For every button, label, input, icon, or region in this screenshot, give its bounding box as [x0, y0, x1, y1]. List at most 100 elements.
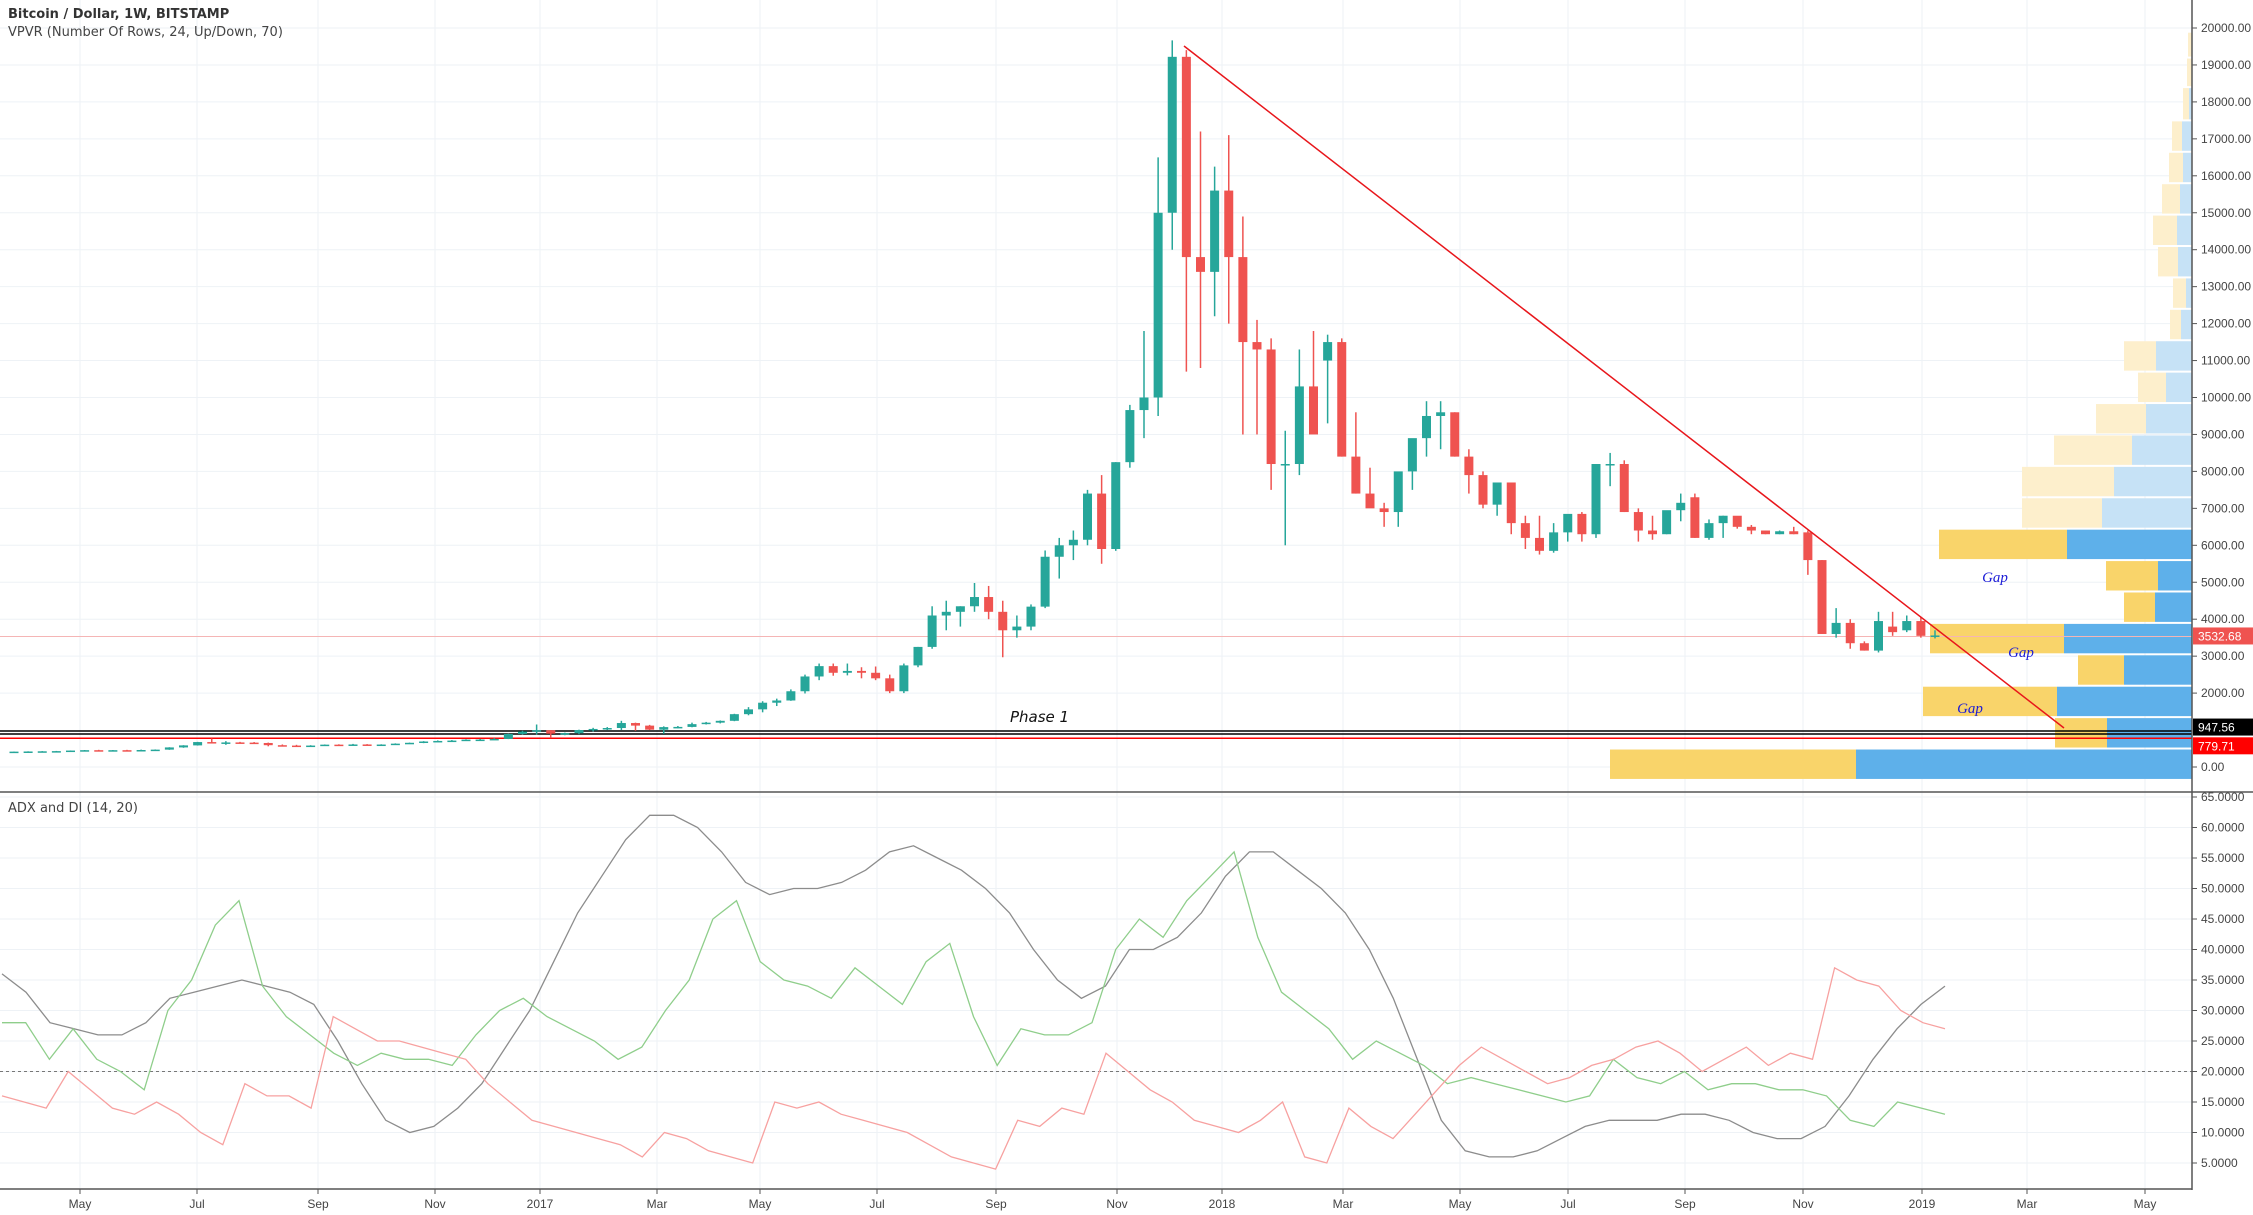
- candle-body: [1337, 342, 1347, 457]
- adx-series-adx: [1, 814, 1946, 1158]
- candle-body: [1746, 526, 1756, 531]
- candle-body: [715, 720, 725, 723]
- vpvr-legend[interactable]: VPVR (Number Of Rows, 24, Up/Down, 70): [8, 25, 283, 40]
- vpvr-down-bar: [2173, 278, 2186, 308]
- vpvr-up-bar: [2102, 498, 2192, 528]
- candle-body: [546, 730, 556, 734]
- candle-body: [1690, 497, 1700, 538]
- time-tick-label: Mar: [647, 1197, 668, 1211]
- candle-body: [221, 742, 231, 744]
- main-legend: Bitcoin / Dollar, 1W, BITSTAMP VPVR (Num…: [8, 6, 283, 42]
- candle-body: [1761, 530, 1770, 535]
- vpvr-down-bar: [2162, 184, 2180, 214]
- time-tick-label: May: [2134, 1197, 2157, 1211]
- vpvr-up-bar: [2057, 686, 2192, 717]
- adx-title[interactable]: ADX and DI (14, 20): [8, 801, 138, 816]
- candle-body: [320, 744, 330, 747]
- candle-body: [1181, 56, 1191, 258]
- candle-body: [1139, 397, 1149, 411]
- candle-body: [66, 750, 75, 753]
- candle-body: [1775, 531, 1785, 535]
- adx-tick-label: 50.0000: [2201, 882, 2245, 896]
- candle-body: [1845, 622, 1855, 644]
- vpvr-down-bar: [1939, 529, 2067, 560]
- candle-body: [616, 723, 626, 729]
- time-tick-label: Nov: [1106, 1197, 1127, 1211]
- candle-body: [1930, 635, 1940, 637]
- price-tick-label: 0.00: [2201, 760, 2225, 774]
- price-tick-label: 13000.00: [2201, 280, 2251, 294]
- vpvr-up-bar: [2146, 404, 2192, 434]
- candle-body: [80, 750, 90, 752]
- vpvr-up-bar: [2178, 247, 2192, 277]
- price-tick-label: 7000.00: [2201, 501, 2245, 515]
- candle-body: [1492, 482, 1502, 505]
- candle-body: [249, 742, 259, 745]
- candle-body: [1619, 464, 1629, 513]
- time-tick-label: 2019: [1909, 1197, 1936, 1211]
- vpvr-down-bar: [2188, 32, 2192, 57]
- candle-body: [1662, 510, 1672, 535]
- candle-body: [1648, 530, 1657, 535]
- candle-body: [433, 740, 443, 743]
- vpvr-up-bar: [2181, 309, 2192, 340]
- vpvr-up-bar: [1856, 749, 2192, 779]
- vpvr-down-bar: [2158, 247, 2178, 277]
- candle-body: [1591, 464, 1601, 535]
- price-tick-label: 20000.00: [2201, 21, 2251, 35]
- hline-red-tag: 779.71: [2198, 739, 2235, 753]
- candle-body: [503, 733, 513, 739]
- descending-trendline[interactable]: [1183, 45, 2065, 729]
- price-tick-label: 14000.00: [2201, 243, 2251, 257]
- candle-body: [758, 702, 768, 710]
- candle-body: [1450, 412, 1460, 457]
- price-tick-label: 2000.00: [2201, 686, 2245, 700]
- candle-body: [1520, 523, 1530, 538]
- candle-body: [1379, 508, 1389, 513]
- vpvr-up-bar: [2166, 372, 2192, 403]
- candle-body: [631, 723, 640, 726]
- adx-tick-label: 10.0000: [2201, 1126, 2245, 1140]
- candle-body: [602, 728, 612, 730]
- vpvr-down-bar: [2138, 372, 2166, 403]
- symbol-title[interactable]: Bitcoin / Dollar, 1W, BITSTAMP: [8, 7, 230, 22]
- candlestick-series: [9, 40, 1940, 754]
- price-tick-label: 18000.00: [2201, 95, 2251, 109]
- candle-body: [1831, 622, 1841, 634]
- vpvr-down-bar: [2055, 718, 2107, 748]
- horizontal-lines[interactable]: [0, 635, 2192, 739]
- vpvr-down-bar: [2022, 498, 2102, 528]
- phase-1-label: Phase 1: [1010, 708, 1069, 726]
- candle-body: [645, 725, 655, 730]
- time-tick-label: Sep: [985, 1197, 1007, 1211]
- candle-body: [1789, 531, 1799, 535]
- candle-body: [1478, 475, 1488, 505]
- vpvr-down-bar: [2183, 88, 2189, 120]
- candle-body: [122, 750, 132, 752]
- vpvr-down-bar: [2172, 121, 2182, 151]
- candle-body: [1704, 523, 1714, 538]
- gap-label: Gap: [1982, 570, 2008, 586]
- candle-body: [1068, 539, 1078, 546]
- candle-body: [37, 751, 47, 753]
- hline-red-tag-bg: [2193, 737, 2253, 755]
- vpvr-down-bar: [1923, 686, 2057, 717]
- candle-body: [532, 730, 542, 732]
- candle-body: [814, 666, 824, 677]
- trendline[interactable]: [1183, 45, 2065, 729]
- candle-body: [1859, 643, 1869, 651]
- candle-body: [1040, 556, 1050, 607]
- price-tick-label: 12000.00: [2201, 317, 2251, 331]
- candle-body: [786, 691, 796, 701]
- candle-body: [1464, 456, 1474, 476]
- candle-body: [390, 743, 400, 746]
- candle-body: [136, 750, 146, 752]
- candle-body: [871, 672, 881, 679]
- candle-body: [1535, 537, 1544, 551]
- vpvr-down-bar: [2096, 404, 2146, 434]
- vpvr-up-bar: [2064, 623, 2192, 654]
- candle-body: [277, 745, 287, 747]
- candle-body: [885, 678, 895, 692]
